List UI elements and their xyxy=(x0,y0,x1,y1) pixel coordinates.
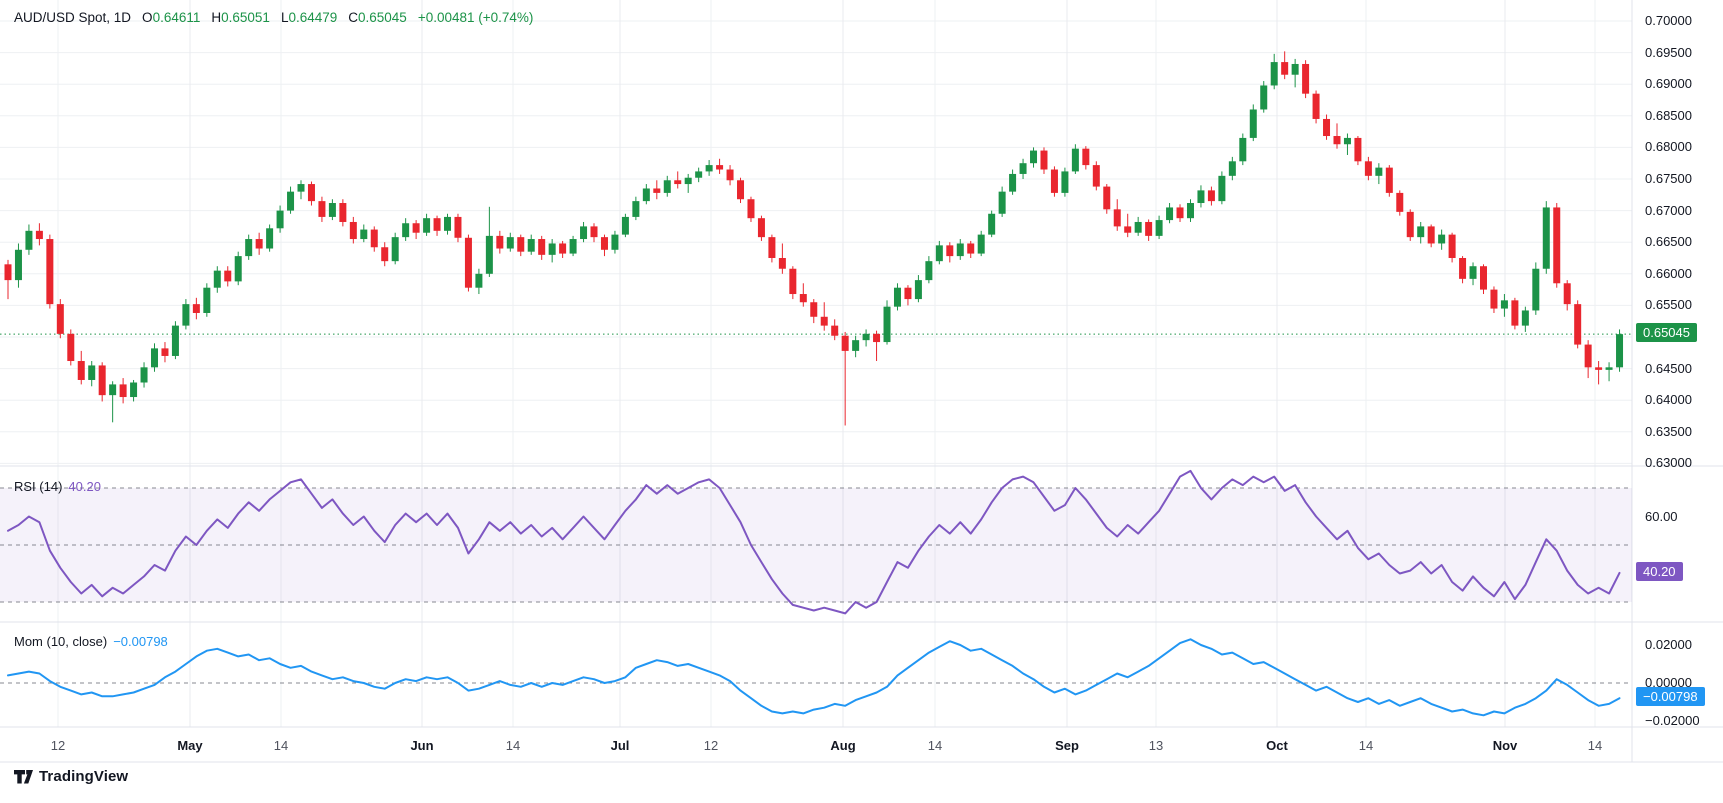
price-axis-label: 0.63000 xyxy=(1645,455,1692,471)
price-axis-label: 0.65500 xyxy=(1645,297,1692,313)
low-value: 0.64479 xyxy=(288,10,338,25)
price-axis-label: 0.66500 xyxy=(1645,234,1692,250)
price-axis-label: 0.66000 xyxy=(1645,265,1692,281)
close-label: C xyxy=(348,10,359,25)
time-axis-day-label: 14 xyxy=(927,738,943,753)
mom-axis-label: 0.02000 xyxy=(1645,637,1692,652)
price-axis-label: 0.64500 xyxy=(1645,360,1692,376)
current-price-badge: 0.65045 xyxy=(1636,323,1697,342)
time-axis-day-label: 14 xyxy=(273,738,289,753)
mom-axis-label: 0.00000 xyxy=(1645,675,1692,690)
time-axis-month-label: Jul xyxy=(610,738,630,753)
time-axis-month-label: Jun xyxy=(410,738,434,753)
mom-value-badge: −0.00798 xyxy=(1636,687,1705,706)
high-value: 0.65051 xyxy=(221,10,270,25)
price-axis-label: 0.64000 xyxy=(1645,392,1692,408)
price-axis-label: 0.63500 xyxy=(1645,423,1692,439)
mom-title-value: −0.00798 xyxy=(113,634,168,649)
rsi-pane-title[interactable]: RSI (14) 40.20 xyxy=(14,479,101,494)
time-axis-month-label: Aug xyxy=(830,738,856,753)
rsi-value-badge: 40.20 xyxy=(1636,562,1683,581)
time-axis-day-label: 14 xyxy=(1358,738,1374,753)
tradingview-wordmark: TradingView xyxy=(39,768,129,785)
price-axis-label: 0.68500 xyxy=(1645,107,1692,123)
ohlc-high: H 0.65051 xyxy=(211,10,270,25)
tradingview-logo-icon xyxy=(14,769,33,784)
price-axis-label: 0.68000 xyxy=(1645,139,1692,155)
price-axis-label: 0.69500 xyxy=(1645,44,1692,60)
ohlc-open: O 0.64611 xyxy=(142,10,200,25)
ohlc-low: L 0.64479 xyxy=(281,10,337,25)
time-axis-month-label: May xyxy=(177,738,203,753)
price-axis-label: 0.70000 xyxy=(1645,13,1692,28)
open-label: O xyxy=(142,10,153,25)
time-axis-day-label: 13 xyxy=(1148,738,1164,753)
rsi-title-value: 40.20 xyxy=(68,479,101,494)
time-axis-day-label: 12 xyxy=(50,738,66,753)
time-axis-month-label: Nov xyxy=(1492,738,1518,753)
price-axis-label: 0.67000 xyxy=(1645,202,1692,218)
change-value: +0.00481 (+0.74%) xyxy=(417,10,534,25)
time-axis-day-label: 14 xyxy=(505,738,521,753)
time-axis-month-label: Oct xyxy=(1266,738,1288,753)
high-label: H xyxy=(211,10,222,25)
time-axis-day-label: 14 xyxy=(1587,738,1603,753)
symbol-title[interactable]: AUD/USD Spot, 1D xyxy=(14,10,132,25)
time-axis-day-label: 12 xyxy=(703,738,719,753)
time-axis-month-label: Sep xyxy=(1055,738,1079,753)
mom-title-text: Mom (10, close) xyxy=(14,634,108,649)
mom-pane-title[interactable]: Mom (10, close) −0.00798 xyxy=(14,634,168,649)
open-value: 0.64611 xyxy=(152,10,201,25)
price-axis-label: 0.67500 xyxy=(1645,171,1692,186)
price-axis-label: 0.69000 xyxy=(1645,76,1692,92)
chart-header: AUD/USD Spot, 1D O 0.64611 H 0.65051 L 0.64… xyxy=(14,10,533,25)
rsi-title-text: RSI (14) xyxy=(14,479,63,494)
close-value: 0.65045 xyxy=(358,10,407,25)
rsi-axis-label: 60.00 xyxy=(1645,508,1678,524)
tradingview-attribution[interactable]: TradingView xyxy=(14,768,128,785)
low-label: L xyxy=(280,10,289,25)
mom-axis-label: −0.02000 xyxy=(1645,713,1700,728)
ohlc-close: C 0.65045 xyxy=(348,10,407,25)
